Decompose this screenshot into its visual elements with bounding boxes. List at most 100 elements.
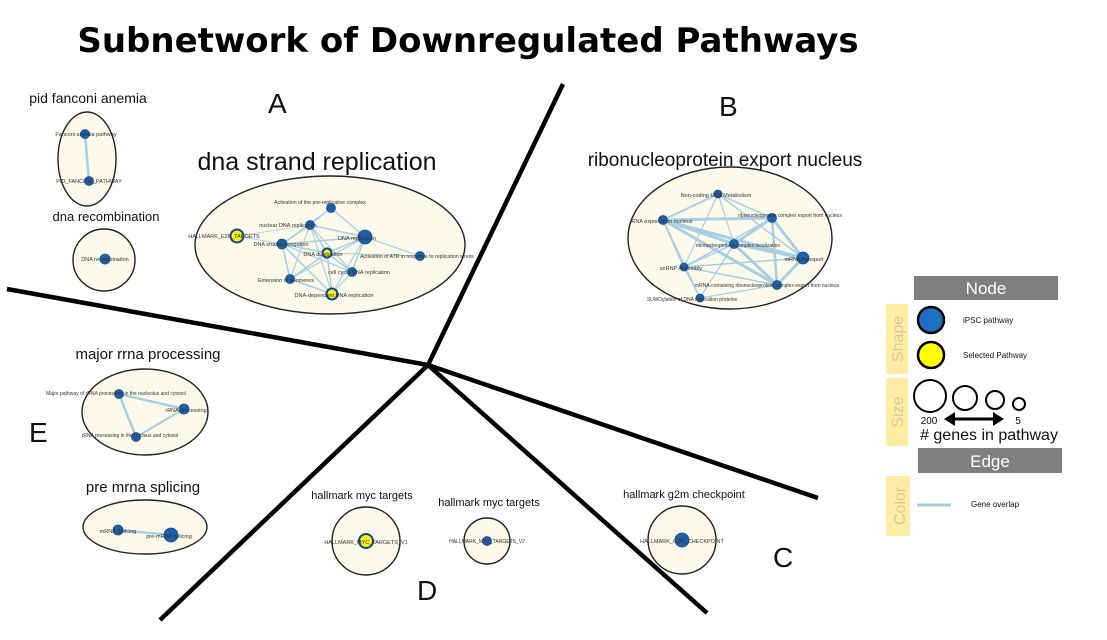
node-label: Major pathway of rRNA processing in the … — [46, 391, 186, 397]
legend-color-label: Color — [892, 486, 909, 525]
region-label-e: E — [29, 417, 48, 448]
node-label: PID_FANCONI_PATHWAY — [56, 179, 122, 185]
pathway-node[interactable] — [658, 215, 668, 225]
cluster-boundary — [81, 368, 209, 456]
pathway-node[interactable] — [80, 129, 90, 139]
legend-ipsc-node-icon — [916, 305, 946, 335]
region-label-c: C — [773, 542, 793, 573]
cluster-label: ribonucleoprotein export nucleus — [588, 150, 863, 171]
pathway-node[interactable] — [482, 536, 492, 546]
node-label: DNA duplication — [303, 252, 342, 258]
node-label: mRNA Splicing — [100, 529, 137, 535]
gene-overlap-edge — [116, 528, 173, 537]
cluster-ribonucleoprotein-export-nucleus[interactable]: ribonucleoprotein export nucleus — [588, 150, 863, 310]
pathway-node[interactable] — [114, 389, 124, 399]
legend: Node Shape iPSC pathway Selected Pathway… — [886, 276, 1062, 536]
legend-selected-label: Selected Pathway — [963, 351, 1027, 360]
node-label: HALLMARK_MYC_TARGETS_V2 — [449, 539, 525, 545]
node-label: ribonucleoprotein complex localization — [696, 243, 781, 249]
pathway-node[interactable] — [305, 220, 315, 230]
legend-size-circle-medium — [952, 385, 978, 411]
node-label: DNA strand elongation — [253, 242, 308, 248]
selected-pathway-node[interactable] — [358, 533, 374, 549]
region-label-d: D — [417, 575, 437, 606]
legend-edge-header — [918, 448, 1062, 473]
legend-shape-label: Shape — [890, 316, 907, 362]
node-label: HALLMARK_E2F_TARGETS — [188, 234, 260, 240]
node-label: DNA-dependent DNA replication — [295, 293, 374, 299]
node-label: DNA recombination — [81, 257, 128, 263]
pathway-node[interactable] — [695, 293, 705, 303]
legend-size-circle-tiny — [1012, 397, 1026, 411]
legend-genes-label: # genes in pathway — [920, 427, 1058, 444]
region-label-a: A — [268, 88, 287, 119]
cluster-boundary — [82, 499, 208, 555]
node-label: mRNA-containing ribonucleoprotein comple… — [695, 283, 840, 289]
pathway-node[interactable] — [131, 432, 141, 442]
cluster-major-rrna-processing[interactable]: major rrna processing Major pathway of r… — [46, 346, 221, 456]
pathway-node[interactable] — [285, 274, 295, 284]
selected-pathway-node[interactable] — [321, 247, 333, 259]
node-label: snRNP Assembly — [660, 266, 703, 272]
cluster-hallmark-myc-targets-v2[interactable]: hallmark myc targets HALLMARK_MYC_TARGET… — [438, 497, 540, 565]
pathway-node[interactable] — [674, 532, 690, 548]
pathway-node[interactable] — [767, 213, 777, 223]
pathway-node[interactable] — [112, 524, 124, 536]
pathway-node[interactable] — [772, 280, 782, 290]
node-label: Fanconi anemia pathway — [55, 132, 116, 138]
cluster-pre-mrna-splicing[interactable]: pre mrna splicing mRNA Splicing pre-mRNA… — [82, 479, 208, 555]
divider-line-bc — [427, 362, 819, 501]
pathway-node[interactable] — [347, 267, 357, 277]
cluster-label: dna recombination — [53, 209, 160, 224]
legend-size-tab — [886, 378, 908, 446]
cluster-label: hallmark myc targets — [438, 497, 540, 509]
legend-color-tab — [886, 476, 910, 536]
node-label: HALLMARK_G2M_CHECKPOINT — [640, 539, 724, 545]
left-arrow-icon — [944, 412, 955, 426]
cluster-label: dna strand replication — [197, 148, 436, 176]
gene-overlap-edge — [83, 132, 91, 183]
cluster-boundary — [194, 175, 466, 315]
pathway-node[interactable] — [357, 229, 373, 245]
node-label: DNA replication — [338, 236, 376, 242]
legend-size-label: Size — [890, 396, 907, 427]
cluster-label: pid fanconi anemia — [29, 90, 147, 106]
node-label: mRNA transport — [784, 257, 824, 263]
selected-pathway-node[interactable] — [229, 228, 245, 244]
pathway-node[interactable] — [163, 527, 179, 543]
node-label: Non-coding RNA Metabolism — [681, 193, 752, 199]
pathway-node[interactable] — [84, 176, 94, 186]
node-label: SUMOylation of DNA replication proteins — [647, 297, 738, 303]
legend-selected-node-icon — [916, 340, 946, 370]
cluster-hallmark-myc-targets-v1[interactable]: hallmark myc targets HALLMARK_MYC_TARGET… — [311, 490, 413, 576]
node-label: ribonucleoprotein complex export from nu… — [738, 213, 842, 219]
node-label: cell cycle DNA replication — [328, 270, 390, 276]
node-label: HALLMARK_MYC_TARGETS_V1 — [324, 540, 407, 546]
pathway-node[interactable] — [178, 403, 190, 415]
node-label: rRNA processing — [165, 408, 206, 414]
legend-size-min: 5 — [1015, 416, 1021, 427]
legend-gene-overlap-label: Gene overlap — [971, 500, 1020, 509]
pathway-node[interactable] — [99, 253, 111, 265]
pathway-node[interactable] — [276, 238, 288, 250]
selected-pathway-node[interactable] — [325, 287, 339, 301]
node-label: Extension of telomeres — [258, 278, 314, 284]
cluster-dna-strand-replication[interactable]: dna strand replication — [188, 148, 474, 315]
pathway-node[interactable] — [679, 262, 689, 272]
pathway-node[interactable] — [415, 251, 425, 261]
legend-size-circle-large — [913, 379, 947, 413]
cluster-pid-fanconi-anemia[interactable]: pid fanconi anemia Fanconi anemia pathwa… — [29, 90, 147, 207]
pathway-node[interactable] — [326, 203, 336, 213]
cluster-dna-recombination[interactable]: dna recombination DNA recombination — [53, 209, 160, 292]
divider-line-ab — [425, 83, 566, 366]
pathway-node[interactable] — [713, 189, 723, 199]
pathway-node[interactable] — [729, 239, 739, 249]
cluster-label: hallmark myc targets — [311, 490, 413, 502]
cluster-label: hallmark g2m checkpoint — [623, 489, 745, 501]
cluster-hallmark-g2m-checkpoint[interactable]: hallmark g2m checkpoint HALLMARK_G2M_CHE… — [623, 489, 745, 575]
legend-size-circle-small — [985, 390, 1005, 410]
right-arrow-icon — [993, 412, 1004, 426]
pathway-node[interactable] — [796, 251, 810, 265]
legend-edge-header-text: Edge — [970, 452, 1010, 471]
